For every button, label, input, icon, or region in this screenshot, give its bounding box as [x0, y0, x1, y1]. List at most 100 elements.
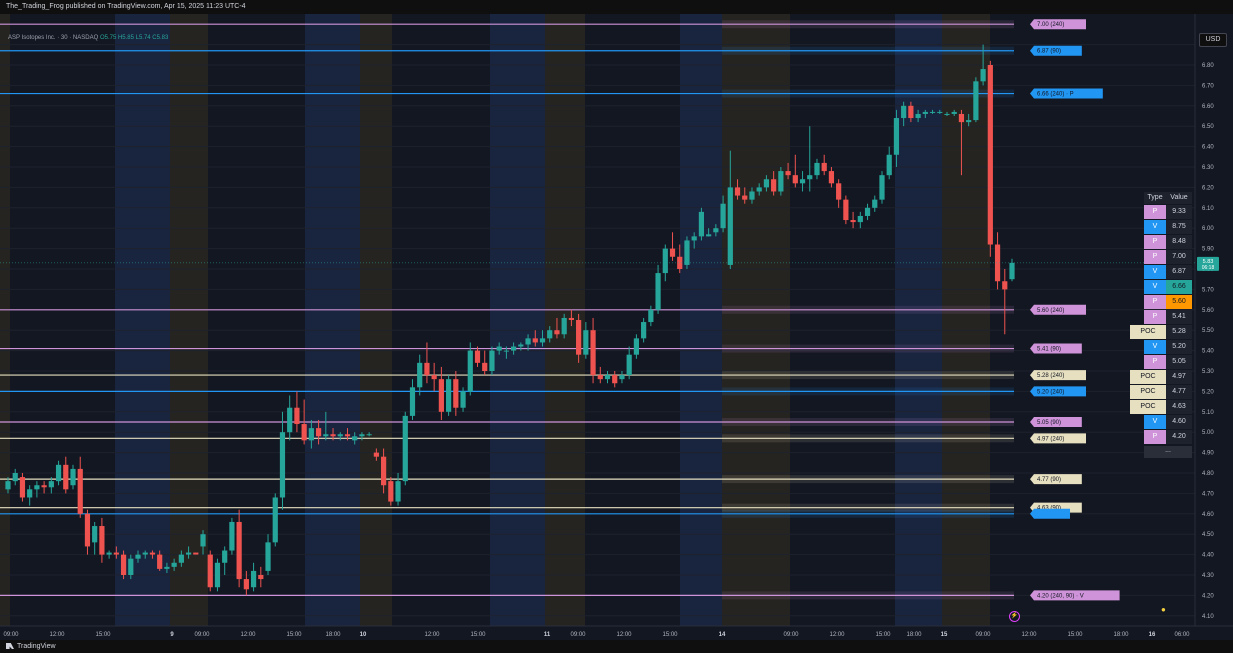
- candle: [424, 342, 430, 384]
- x-tick-label: 15:00: [470, 632, 486, 638]
- y-tick-label: 4.90: [1202, 451, 1214, 457]
- candle: [438, 366, 444, 420]
- candle: [113, 546, 119, 559]
- price-chart[interactable]: 7.00 (240) 6.87 (90) 6.66 (240) · P 5.60 (2…: [0, 14, 1233, 640]
- candle: [106, 550, 112, 559]
- candle: [70, 464, 76, 490]
- candle: [561, 313, 567, 339]
- candle: [857, 211, 863, 229]
- row-value: 4.60: [1166, 415, 1192, 429]
- candle: [207, 550, 213, 592]
- candle: [799, 171, 806, 192]
- y-tick-label: 6.60: [1202, 104, 1214, 110]
- candle: [185, 546, 192, 559]
- session-band-2: [305, 14, 360, 626]
- levels-table: Type Value P 9.33 V 8.75 P 8.48 P 7.00 V 6.87 V 6.6…: [1130, 192, 1192, 458]
- ohlc-values: O5.75 H5.85 L5.74 C5.83: [99, 35, 169, 41]
- y-tick-label: 6.30: [1202, 165, 1214, 171]
- x-tick-label: 09:00: [975, 632, 991, 638]
- level-label-text: 7.00 (240): [1037, 22, 1064, 28]
- candle: [503, 346, 509, 359]
- y-tick-label: 6.10: [1202, 206, 1214, 212]
- level-label-text: 4.63 (90): [1037, 506, 1061, 512]
- level-label-text: 5.41 (90): [1037, 347, 1061, 353]
- y-tick-label: 6.20: [1202, 185, 1214, 191]
- x-tick-label: 09:00: [194, 632, 210, 638]
- price-badge-countdown: 06:18: [1202, 265, 1215, 271]
- x-tick-label: 15: [941, 632, 948, 638]
- levels-table-row: V 8.75: [1144, 220, 1192, 234]
- candle: [532, 330, 538, 347]
- alert-bolt-icon[interactable]: ⚡: [1009, 611, 1020, 622]
- candle: [864, 203, 871, 221]
- y-tick-label: 6.40: [1202, 145, 1214, 151]
- candle: [337, 432, 343, 441]
- row-value: 7.00: [1166, 250, 1192, 264]
- candle: [973, 77, 979, 123]
- candle: [12, 468, 18, 486]
- candle: [944, 111, 950, 116]
- candle: [980, 44, 986, 86]
- row-type: V: [1144, 280, 1166, 294]
- candle: [633, 334, 640, 359]
- x-tick-label: 14: [719, 632, 726, 638]
- candle: [929, 109, 936, 114]
- candle: [655, 264, 661, 314]
- x-tick-label: 11: [544, 632, 551, 638]
- candle: [142, 550, 148, 559]
- candle: [496, 342, 502, 355]
- candle: [120, 550, 127, 580]
- chart-area[interactable]: 7.00 (240) 6.87 (90) 6.66 (240) · P 5.60 (2…: [0, 14, 1233, 640]
- candle: [619, 371, 625, 384]
- level-label: 5.20 (240): [1030, 386, 1086, 397]
- candle: [771, 171, 777, 196]
- candle: [128, 554, 134, 580]
- x-tick-label: 16: [1149, 632, 1156, 638]
- candle: [474, 346, 481, 367]
- row-type: V: [1144, 220, 1166, 234]
- candle: [821, 154, 827, 176]
- currency-button[interactable]: USD: [1199, 33, 1227, 47]
- row-value: 5.60: [1166, 295, 1192, 309]
- candle: [966, 113, 972, 127]
- candle: [243, 570, 249, 596]
- row-value: 6.66: [1166, 280, 1192, 294]
- price-badge-value: 5.83: [1203, 259, 1214, 265]
- candle: [323, 411, 329, 441]
- candle: [626, 346, 632, 380]
- session-band-1: [170, 14, 208, 626]
- x-tick-label: 12:00: [49, 632, 65, 638]
- x-tick-label: 10: [360, 632, 367, 638]
- candle: [395, 473, 401, 506]
- levels-table-row: P 5.05: [1144, 355, 1192, 369]
- candle: [511, 342, 517, 355]
- levels-table-row: P 4.20: [1144, 430, 1192, 444]
- candle: [785, 162, 791, 180]
- candle: [669, 232, 676, 261]
- level-label: 6.66 (240) · P: [1030, 88, 1103, 99]
- y-tick-label: 5.90: [1202, 247, 1214, 253]
- candle: [937, 109, 943, 114]
- level-label: 4.20 (240, 90) · V: [1030, 590, 1120, 601]
- row-value: 8.75: [1166, 220, 1192, 234]
- session-band-0: [115, 14, 170, 626]
- levels-table-row: V 4.60: [1144, 415, 1192, 429]
- row-type: P: [1144, 235, 1166, 249]
- x-tick-label: 12:00: [1021, 632, 1037, 638]
- y-tick-label: 5.00: [1202, 430, 1214, 436]
- candle: [359, 432, 365, 441]
- session-band-7: [722, 14, 790, 626]
- candle: [366, 432, 372, 437]
- candle: [814, 158, 820, 180]
- candle: [742, 187, 748, 204]
- candle: [55, 460, 62, 486]
- candle: [583, 322, 589, 359]
- candle: [482, 350, 488, 376]
- y-tick-label: 4.20: [1202, 593, 1214, 599]
- level-label-text: 5.20 (240): [1037, 389, 1064, 395]
- x-tick-label: 15:00: [662, 632, 678, 638]
- candle: [77, 456, 83, 518]
- y-tick-label: 6.50: [1202, 124, 1214, 130]
- candle: [446, 375, 452, 416]
- candle: [388, 477, 394, 506]
